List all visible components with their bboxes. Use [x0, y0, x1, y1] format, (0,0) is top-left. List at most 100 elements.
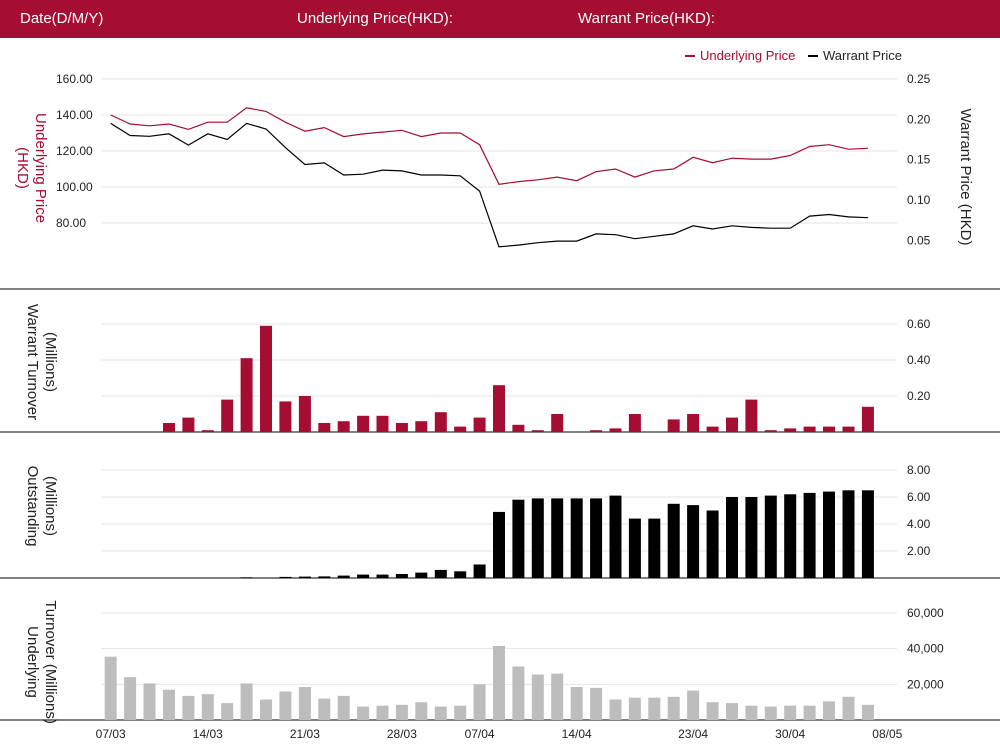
warrant-turnover-bar [298, 396, 311, 432]
outstanding-bar [376, 574, 389, 578]
warrant-turnover-bar [784, 428, 797, 432]
underlying-price-label: Underlying Price(HKD): [297, 10, 453, 27]
outstanding-bar [395, 574, 408, 578]
outstanding-bar [590, 498, 603, 578]
warrant-turnover-bar [745, 399, 758, 432]
underlying-turnover-bar [201, 694, 214, 720]
warrant-turnover-bar [667, 419, 680, 432]
outstanding-bar [240, 577, 253, 579]
outstanding-bar [842, 490, 855, 579]
warrant-turnover-bar [473, 417, 486, 432]
underlying-turnover-bar [861, 704, 874, 720]
outstanding-bar [570, 498, 583, 578]
warrant-turnover-bar [493, 385, 505, 432]
underlying-turnover-bar [434, 706, 447, 720]
left-tick-label: 140.00 [56, 108, 93, 122]
underlying-turnover-bar [764, 706, 777, 720]
right-tick-label: 0.25 [907, 72, 931, 86]
underlying-turnover-bar [279, 691, 292, 720]
warrant-turnover-bar [590, 430, 603, 432]
warrant-price-line [110, 122, 868, 248]
warrant-turnover-bar [803, 426, 816, 432]
underlying-turnover-bar [318, 698, 331, 720]
outstanding-axis-label: Outstanding(Millions) [24, 466, 59, 547]
underlying-turnover-bar [473, 684, 486, 720]
warrant-turnover-tick-label: 0.40 [907, 353, 931, 367]
warrant-chart: 160.00 140.00 120.00 100.00 80.00 0.25 0.20 0.1… [0, 48, 1000, 741]
underlying-turnover-bar [298, 687, 311, 720]
underlying-turnover-bar [570, 687, 583, 720]
outstanding-bar [803, 492, 816, 578]
underlying-turnover-axis-label: UnderlyingTurnover (Millions) [24, 600, 59, 724]
underlying-turnover-tick-label: 60,000 [907, 606, 944, 620]
outstanding-bar [667, 503, 680, 579]
legend-warrant-label: Warrant Price [823, 48, 902, 63]
underlying-turnover-bar [803, 705, 816, 720]
outstanding-tick-label: 6.00 [907, 490, 931, 504]
warrant-turnover-bar [395, 423, 408, 432]
x-tick-label: 28/03 [387, 727, 417, 741]
underlying-turnover-bar [240, 683, 253, 720]
warrant-turnover-bar [551, 414, 564, 432]
underlying-turnover-bar [842, 696, 855, 720]
outstanding-bar [745, 497, 758, 578]
outstanding-bar [318, 576, 331, 578]
underlying-turnover-bar [493, 646, 505, 720]
warrant-turnover-bar [318, 423, 331, 432]
outstanding-bar [493, 511, 505, 578]
right-tick-label: 0.15 [907, 153, 931, 167]
warrant-turnover-bar [764, 430, 777, 432]
warrant-turnover-bar [201, 430, 214, 432]
underlying-turnover-tick-label: 20,000 [907, 677, 944, 691]
warrant-turnover-bar [726, 417, 738, 432]
warrant-turnover-bar [842, 426, 855, 432]
x-tick-label: 14/04 [562, 727, 592, 741]
warrant-turnover-bar [357, 415, 370, 432]
underlying-turnover-bar [609, 699, 622, 720]
x-tick-label: 14/03 [193, 727, 223, 741]
chart-header: Date(D/M/Y) Underlying Price(HKD): Warra… [0, 0, 1000, 38]
right-tick-label: 0.20 [907, 112, 931, 126]
warrant-turnover-bar [163, 423, 175, 432]
underlying-turnover-bar [415, 702, 428, 720]
right-axis-label: Warrant Price (HKD) [957, 109, 974, 246]
outstanding-tick-label: 4.00 [907, 517, 931, 531]
underlying-turnover-bar [590, 687, 603, 720]
outstanding-bar [551, 498, 564, 578]
warrant-turnover-bar [337, 421, 350, 432]
underlying-turnover-bar [260, 699, 272, 720]
warrant-turnover-bar [434, 412, 447, 432]
underlying-turnover-bar [648, 697, 661, 720]
date-label: Date(D/M/Y) [20, 10, 104, 27]
outstanding-bar [434, 569, 447, 578]
outstanding-bar [473, 564, 486, 578]
outstanding-bar [609, 495, 622, 578]
outstanding-bar [764, 495, 777, 578]
underlying-turnover-bar [182, 695, 195, 720]
outstanding-bar [531, 498, 544, 578]
left-tick-label: 80.00 [56, 216, 86, 230]
outstanding-bar [726, 497, 738, 578]
x-tick-label: 23/04 [678, 727, 708, 741]
outstanding-bar [628, 518, 641, 578]
outstanding-bar [687, 505, 700, 578]
outstanding-bar [648, 518, 661, 578]
left-axis-label: Underlying Price(HKD) [14, 113, 49, 223]
outstanding-tick-label: 2.00 [907, 544, 931, 558]
underlying-turnover-bar [745, 705, 758, 720]
left-tick-label: 120.00 [56, 144, 93, 158]
underlying-turnover-bar [221, 703, 234, 720]
warrant-turnover-bar [706, 426, 719, 432]
x-tick-label: 30/04 [775, 727, 805, 741]
outstanding-bar [823, 491, 835, 578]
underlying-turnover-bar [531, 674, 544, 720]
underlying-turnover-bar [104, 656, 117, 720]
underlying-turnover-bar [823, 701, 835, 720]
warrant-turnover-tick-label: 0.20 [907, 389, 931, 403]
outstanding-tick-label: 8.00 [907, 463, 931, 477]
warrant-price-label: Warrant Price(HKD): [578, 10, 715, 27]
outstanding-bar [337, 575, 350, 578]
x-tick-label: 07/03 [96, 727, 126, 741]
warrant-turnover-tick-label: 0.60 [907, 317, 931, 331]
underlying-turnover-bar [163, 689, 175, 720]
